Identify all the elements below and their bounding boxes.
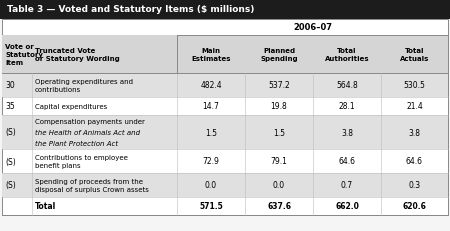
Text: 72.9: 72.9 <box>202 157 220 166</box>
Text: Operating expenditures and
contributions: Operating expenditures and contributions <box>35 79 133 92</box>
Text: 30: 30 <box>5 81 15 90</box>
Text: 0.0: 0.0 <box>205 181 217 190</box>
Text: 637.6: 637.6 <box>267 202 291 211</box>
Text: 0.0: 0.0 <box>273 181 285 190</box>
Bar <box>2 20 448 215</box>
Text: Main
Estimates: Main Estimates <box>191 48 231 62</box>
Text: 64.6: 64.6 <box>406 157 423 166</box>
Text: 1.5: 1.5 <box>273 128 285 137</box>
Text: 79.1: 79.1 <box>270 157 288 166</box>
Text: 0.3: 0.3 <box>409 181 421 190</box>
Text: 3.8: 3.8 <box>341 128 353 137</box>
Text: Total
Actuals: Total Actuals <box>400 48 429 62</box>
Text: (S): (S) <box>5 157 16 166</box>
Bar <box>2 116 448 149</box>
Text: 2006–07: 2006–07 <box>293 23 332 32</box>
Text: Total: Total <box>35 202 56 211</box>
Text: 64.6: 64.6 <box>338 157 356 166</box>
Text: 571.5: 571.5 <box>199 202 223 211</box>
Bar <box>2 74 448 97</box>
Text: Table 3 — Voted and Statutory Items ($ millions): Table 3 — Voted and Statutory Items ($ m… <box>7 6 254 14</box>
Text: 0.7: 0.7 <box>341 181 353 190</box>
Text: 14.7: 14.7 <box>202 102 220 111</box>
Text: 1.5: 1.5 <box>205 128 217 137</box>
Text: (S): (S) <box>5 181 16 190</box>
Text: 19.8: 19.8 <box>270 102 288 111</box>
Text: the Plant Protection Act: the Plant Protection Act <box>35 141 118 147</box>
Text: Total
Authorities: Total Authorities <box>325 48 369 62</box>
Text: Contributions to employee
benefit plans: Contributions to employee benefit plans <box>35 155 128 168</box>
Text: Planned
Spending: Planned Spending <box>260 48 298 62</box>
Text: 620.6: 620.6 <box>403 202 427 211</box>
Bar <box>2 36 448 74</box>
Text: Vote or
Statutory
Item: Vote or Statutory Item <box>5 44 43 65</box>
Text: 28.1: 28.1 <box>339 102 356 111</box>
Text: 482.4: 482.4 <box>200 81 222 90</box>
Text: Spending of proceeds from the
disposal of surplus Crown assets: Spending of proceeds from the disposal o… <box>35 178 149 192</box>
Text: Truncated Vote
or Statutory Wording: Truncated Vote or Statutory Wording <box>35 48 120 62</box>
Bar <box>2 173 448 197</box>
Text: the Health of Animals Act and: the Health of Animals Act and <box>35 129 140 135</box>
Text: 3.8: 3.8 <box>409 128 420 137</box>
Text: 35: 35 <box>5 102 15 111</box>
Text: 530.5: 530.5 <box>404 81 425 90</box>
Text: (S): (S) <box>5 128 16 137</box>
Text: 21.4: 21.4 <box>406 102 423 111</box>
Text: 537.2: 537.2 <box>268 81 290 90</box>
Text: Compensation payments under: Compensation payments under <box>35 118 145 124</box>
Text: 662.0: 662.0 <box>335 202 359 211</box>
Bar <box>0 0 450 20</box>
Text: Capital expenditures: Capital expenditures <box>35 103 107 109</box>
Text: 564.8: 564.8 <box>336 81 358 90</box>
